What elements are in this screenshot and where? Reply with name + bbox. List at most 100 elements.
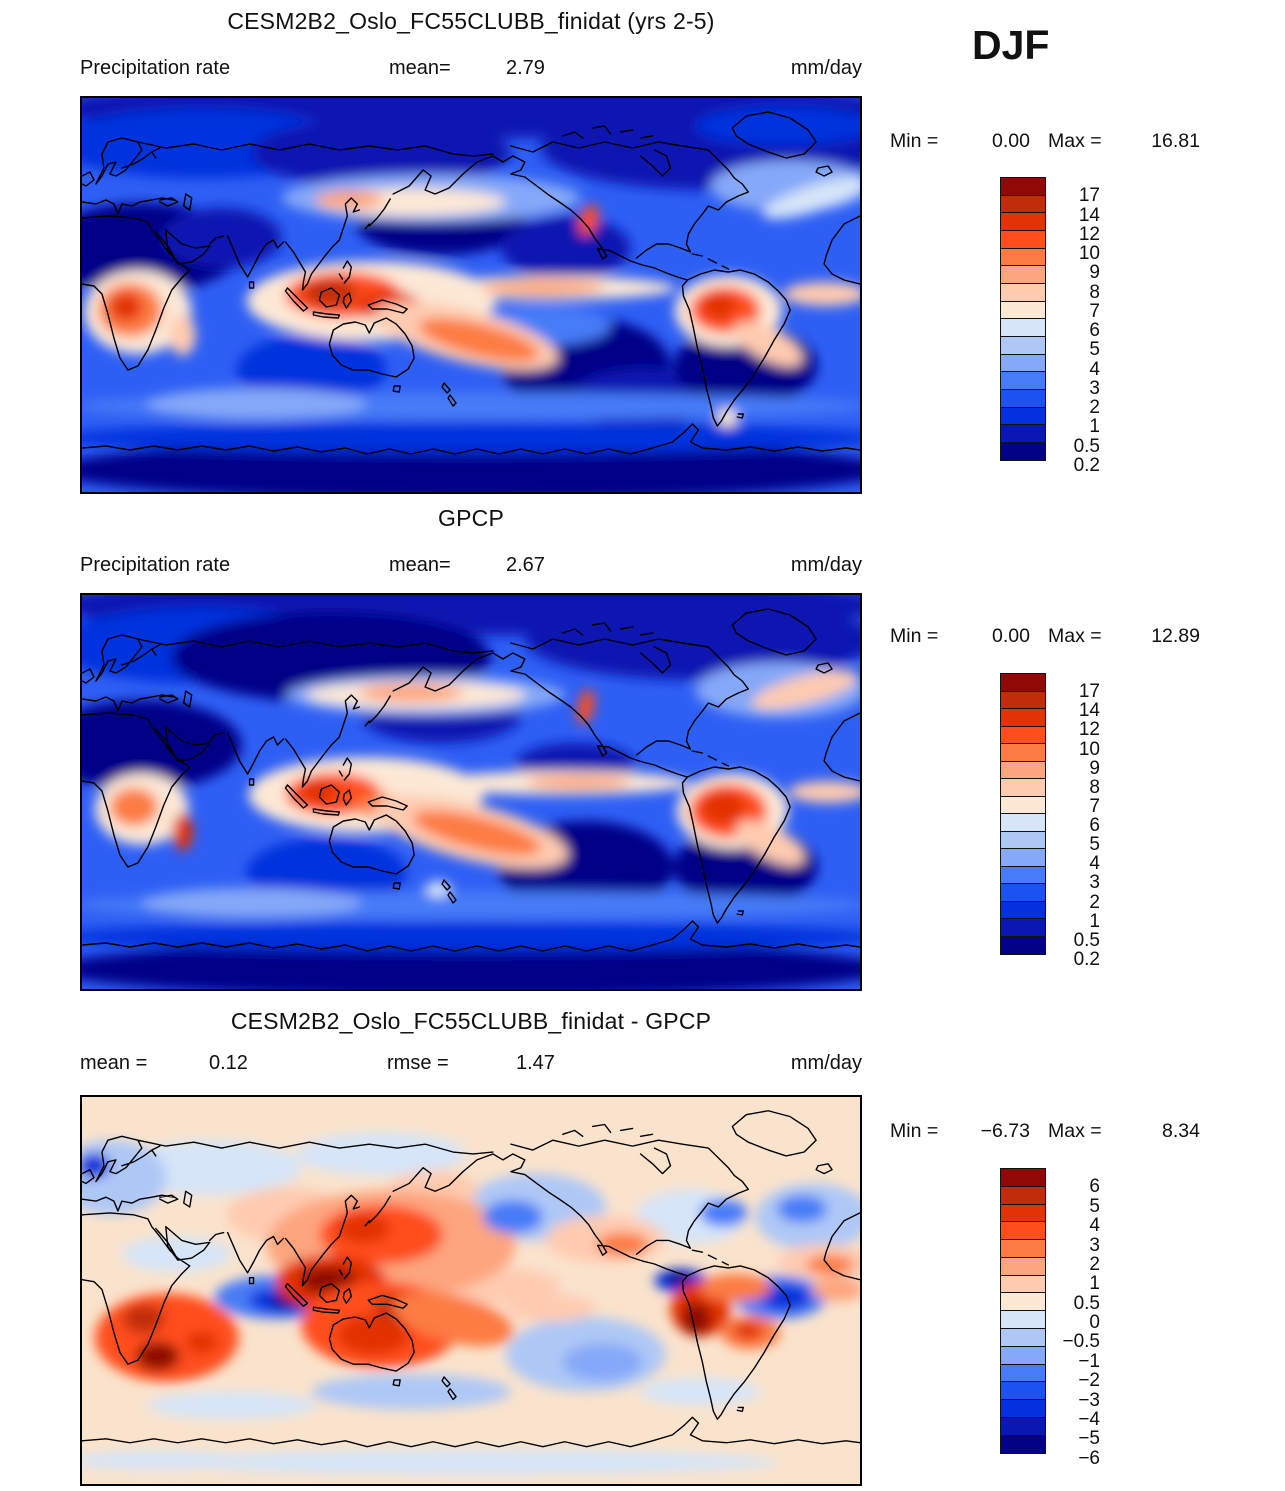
colorbar-cell: [1000, 848, 1046, 868]
colorbar-tick: 2: [1089, 397, 1100, 418]
panel1-max-value: 16.81: [1151, 130, 1200, 152]
colorbar-tick: 1: [1089, 416, 1100, 438]
colorbar-tick: −6: [1078, 1447, 1100, 1469]
colorbar-cell: [1000, 813, 1046, 833]
panel2-min-value: 0.00: [992, 625, 1030, 647]
panel3-mean-value: 0.12: [209, 1052, 248, 1074]
colorbar-cell: [1000, 1256, 1046, 1277]
colorbar-cell: [1000, 1185, 1046, 1206]
colorbar-tick-labels: 6 5 4 3 2 1 0.5 0 −0.5 −1 −2 −3 −4 −5 −6: [1056, 1168, 1100, 1478]
colorbar-cell: [1000, 177, 1046, 197]
colorbar-tick: 14: [1078, 204, 1100, 226]
colorbar-cell: [1000, 673, 1046, 693]
colorbar-tick: 7: [1089, 795, 1100, 817]
colorbar-cell: [1000, 318, 1046, 338]
colorbar-cell: [1000, 1310, 1046, 1330]
colorbar-tick: 6: [1089, 815, 1100, 836]
colorbar-cell: [1000, 424, 1046, 444]
colorbar-tick: 5: [1089, 339, 1100, 361]
panel1-mean-value: 2.79: [506, 57, 545, 79]
colorbar-tick: 6: [1089, 1176, 1100, 1198]
panel3-units-label: mm/day: [790, 1052, 862, 1074]
colorbar-tick: 6: [1089, 320, 1100, 341]
colorbar-tick-labels: 17 14 12 10 9 8 7 6 5 4 3 2 1 0.5 0.2: [1056, 673, 1100, 979]
colorbar-tick: 12: [1078, 719, 1100, 741]
panel1-colorbar: 17 14 12 10 9 8 7 6 5 4 3 2 1 0.5 0.2: [1000, 177, 1100, 485]
colorbar-cell: [1000, 335, 1046, 356]
panel3-rmse-label: rmse =: [387, 1052, 449, 1074]
colorbar-cell: [1000, 883, 1046, 903]
panel3-map: [80, 1095, 862, 1486]
colorbar-tick: 3: [1089, 872, 1100, 894]
panel2-max-value: 12.89: [1151, 625, 1200, 647]
colorbar-cell: [1000, 1203, 1046, 1223]
colorbar-tick: 7: [1089, 300, 1100, 322]
panel3-min-value: −6.73: [980, 1120, 1030, 1142]
panel1-map: [80, 96, 862, 494]
colorbar-cell: [1000, 441, 1046, 462]
panel2-units-label: mm/day: [790, 554, 862, 576]
colorbar-tick: 1: [1089, 1273, 1100, 1295]
colorbar-tick: 12: [1078, 223, 1100, 245]
panel1-units-label: mm/day: [790, 57, 862, 79]
colorbar-cell: [1000, 282, 1046, 303]
colorbar-cell: [1000, 760, 1046, 780]
colorbar-cell: [1000, 212, 1046, 232]
colorbar-tick: 4: [1089, 853, 1100, 875]
colorbar-tick: −4: [1078, 1408, 1100, 1430]
colorbar-cell: [1000, 1221, 1046, 1241]
colorbar-cell: [1000, 1274, 1046, 1295]
colorbar-cell: [1000, 1292, 1046, 1312]
panel2-mean-label: mean=: [389, 554, 451, 576]
panel1-title: CESM2B2_Oslo_FC55CLUBB_finidat (yrs 2-5): [227, 8, 715, 34]
colorbar-cell: [1000, 1239, 1046, 1259]
colorbar-cell: [1000, 690, 1046, 710]
colorbar-tick: 2: [1089, 1253, 1100, 1275]
colorbar-tick: −3: [1078, 1389, 1100, 1411]
colorbar-tick: −2: [1078, 1370, 1100, 1392]
panel3-mean-label: mean =: [80, 1052, 148, 1074]
colorbar-tick: 10: [1078, 243, 1100, 264]
panel2-mean-value: 2.67: [506, 554, 545, 576]
colorbar-tick-labels: 17 14 12 10 9 8 7 6 5 4 3 2 1 0.5 0.2: [1056, 177, 1100, 485]
colorbar-tick: 4: [1089, 358, 1100, 380]
colorbar-tick: 14: [1078, 700, 1100, 722]
colorbar-tick: −1: [1078, 1350, 1100, 1372]
colorbar-cell: [1000, 353, 1046, 373]
colorbar-cell: [1000, 918, 1046, 938]
panel3-stats-row: mean = 0.12 rmse = 1.47 mm/day: [80, 1052, 862, 1078]
panel1-mean-label: mean=: [389, 57, 451, 79]
colorbar-cell: [1000, 1399, 1046, 1419]
colorbar-cell: [1000, 1328, 1046, 1348]
colorbar-tick: 0: [1089, 1312, 1100, 1333]
colorbar-tick: 3: [1089, 377, 1100, 399]
colorbar-cell: [1000, 265, 1046, 285]
colorbar-cell: [1000, 725, 1046, 745]
colorbar-tick: 3: [1089, 1234, 1100, 1256]
colorbar-tick: 9: [1089, 757, 1100, 779]
colorbar-tick: 0.2: [1073, 454, 1100, 476]
colorbar-cell: [1000, 1434, 1046, 1455]
colorbar-cell: [1000, 371, 1046, 391]
precip-model-field: [82, 98, 860, 492]
season-label: DJF: [972, 22, 1050, 68]
colorbar-cell: [1000, 795, 1046, 815]
colorbar-cell: [1000, 900, 1046, 921]
colorbar-tick: 0.5: [1073, 435, 1100, 457]
colorbar-cell: [1000, 194, 1046, 214]
colorbar-tick: 8: [1089, 776, 1100, 798]
panel3-min-label: Min =: [890, 1120, 939, 1142]
panel3-title: CESM2B2_Oslo_FC55CLUBB_finidat - GPCP: [230, 1008, 712, 1034]
panel2-max-label: Max =: [1048, 625, 1102, 647]
panel2-colorbar: 17 14 12 10 9 8 7 6 5 4 3 2 1 0.5 0.2: [1000, 673, 1100, 979]
panel3-minmax: Min = −6.73 Max = 8.34: [890, 1120, 1202, 1143]
colorbar-tick: 0.5: [1073, 1292, 1100, 1314]
colorbar-cell: [1000, 708, 1046, 728]
colorbar-cell: [1000, 388, 1046, 409]
panel3-map-svg: [82, 1097, 860, 1484]
colorbar-cell: [1000, 300, 1046, 320]
panel3-rmse-value: 1.47: [516, 1052, 555, 1074]
colorbar-cell: [1000, 935, 1046, 956]
panel3-max-label: Max =: [1048, 1120, 1102, 1142]
